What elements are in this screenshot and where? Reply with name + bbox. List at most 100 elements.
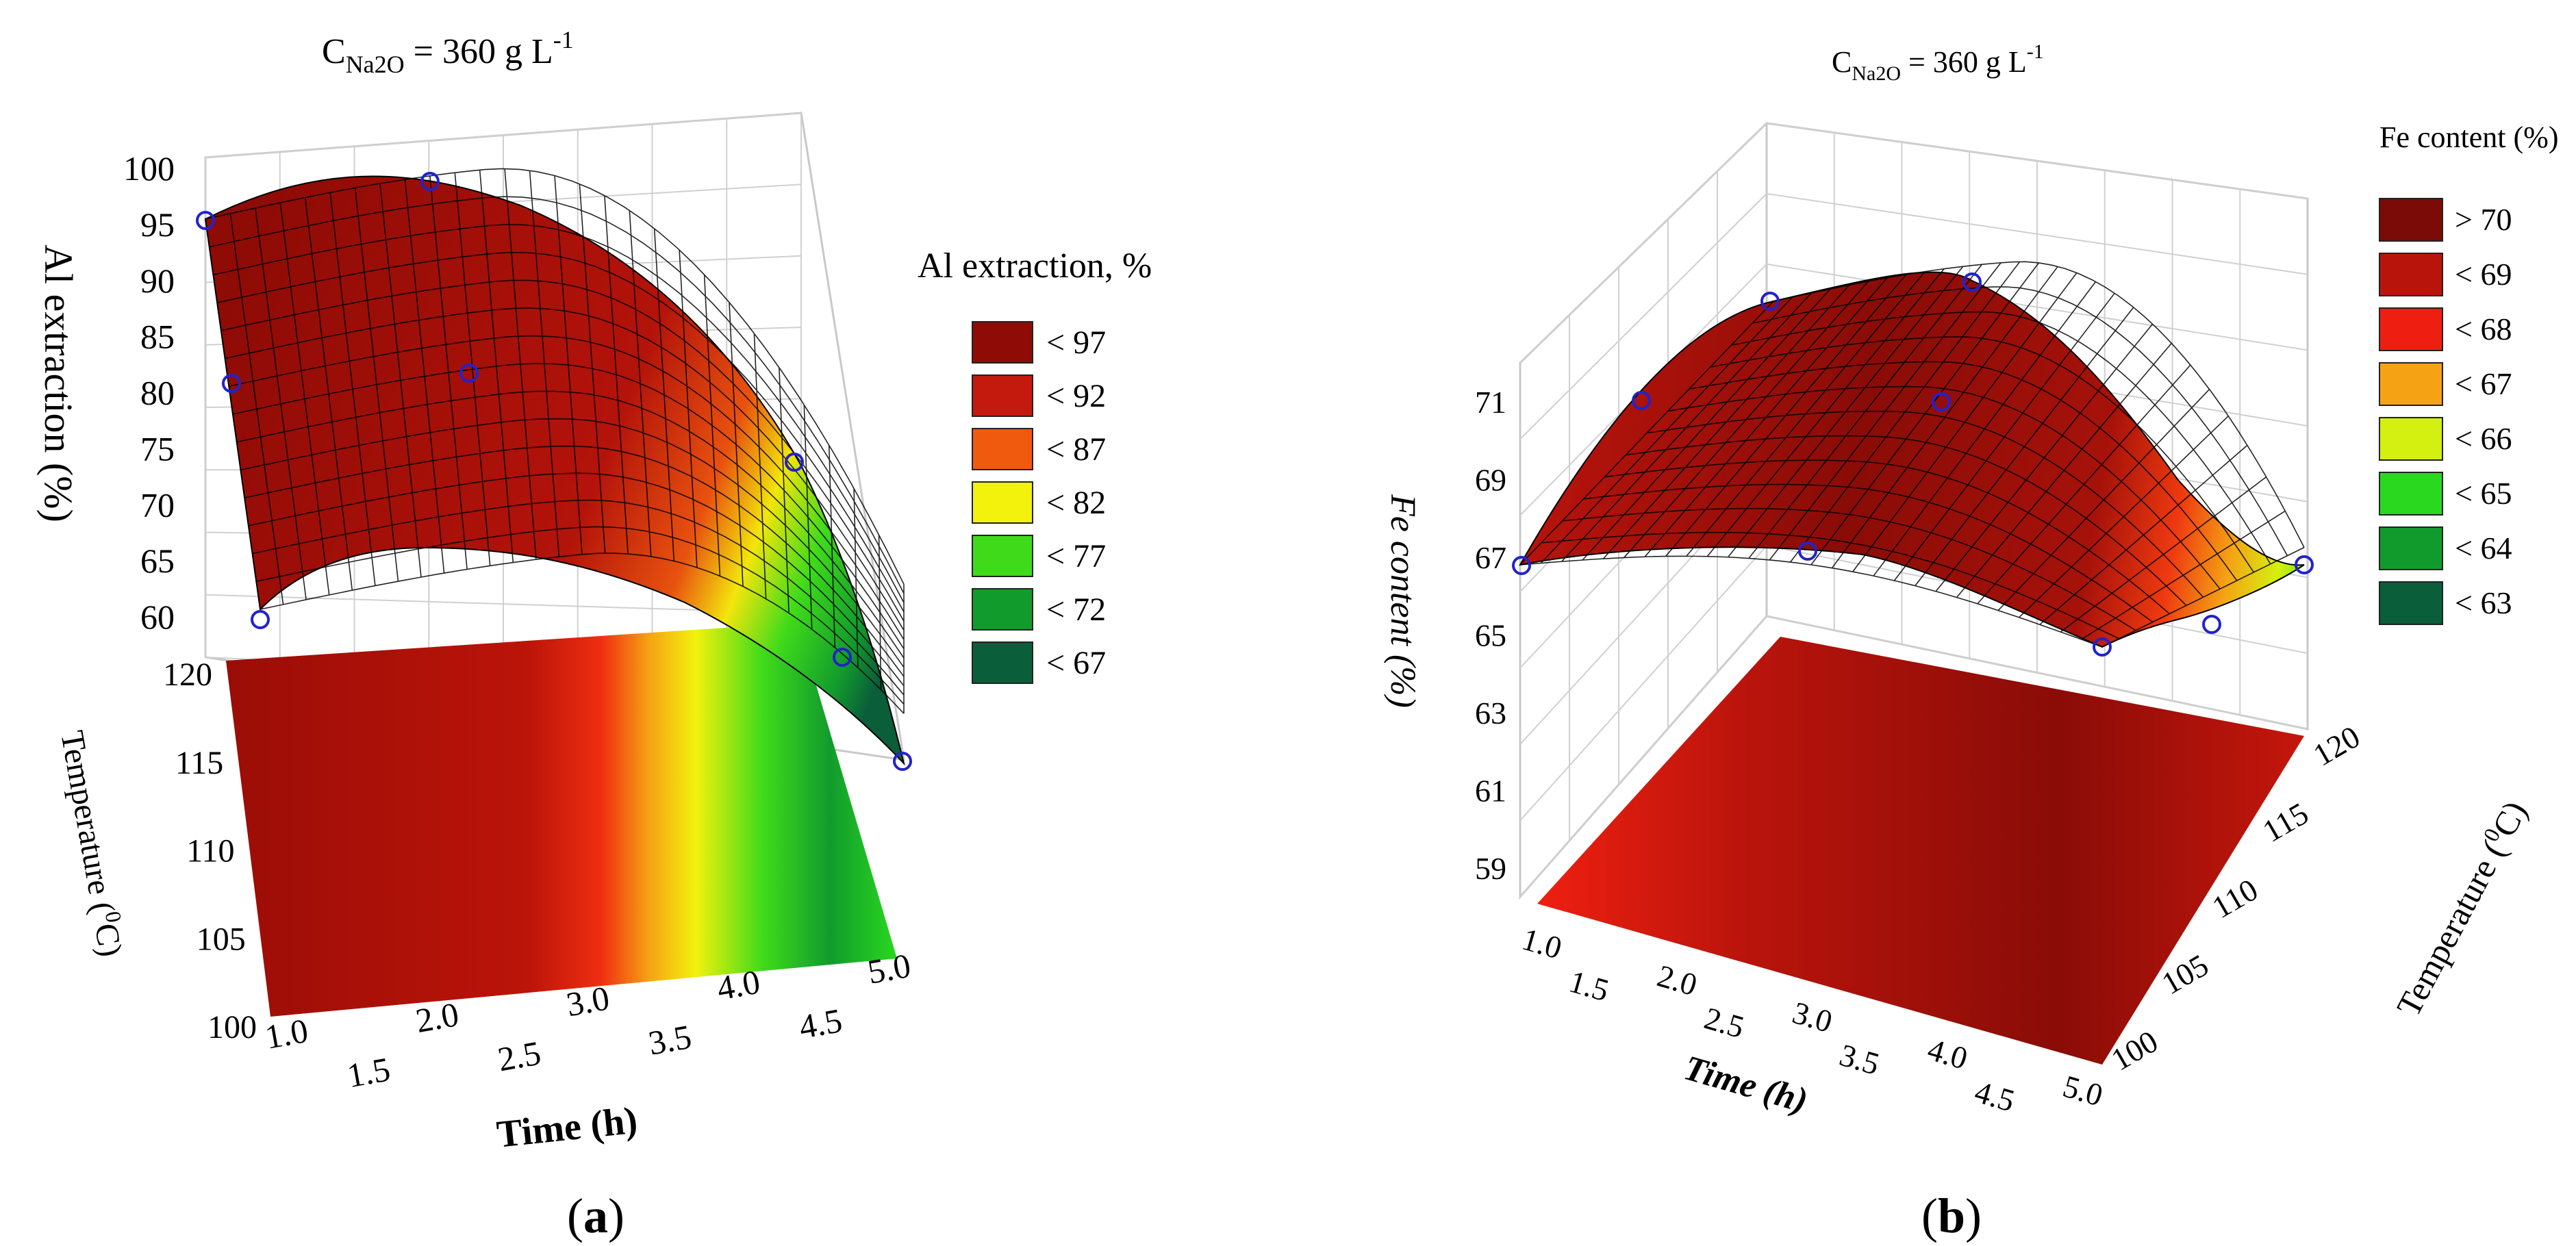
panel-a-title: CNa2O = 360 g L-1 xyxy=(322,26,574,78)
data-point xyxy=(833,648,852,667)
y-tick-label: 115 xyxy=(2257,796,2314,849)
z-tick-label: 59 xyxy=(1475,851,1506,886)
z-tick-label: 85 xyxy=(140,318,175,356)
data-point xyxy=(251,610,270,629)
legend-swatch xyxy=(2379,307,2443,351)
data-point xyxy=(2295,555,2314,574)
panel-a-legend: < 97 < 92 < 87 < 82 < 77 < 72 < 67 xyxy=(972,321,1106,684)
mesh-line xyxy=(1810,262,2040,565)
legend-swatch xyxy=(972,588,1033,631)
mesh-line xyxy=(604,195,629,555)
panel-b-label: (b) xyxy=(1921,1188,1982,1243)
mesh-line xyxy=(454,173,491,566)
legend-swatch xyxy=(972,321,1033,364)
mesh-line xyxy=(529,170,560,557)
x-tick-label: 3.5 xyxy=(646,1017,694,1063)
panel-a-label: (a) xyxy=(567,1188,624,1243)
x-tick-label: 1.5 xyxy=(1565,963,1613,1008)
panel-b-z-label: Fe content (%) xyxy=(1383,494,1422,708)
mesh-line xyxy=(1873,281,2097,576)
legend-label: < 68 xyxy=(2455,312,2512,346)
panel-a-x-label: Time (h) xyxy=(495,1099,640,1156)
y-tick-label: 110 xyxy=(186,833,234,869)
mesh-line xyxy=(1540,296,1793,564)
mesh-line xyxy=(354,188,399,582)
x-tick-label: 2.5 xyxy=(495,1033,544,1078)
x-tick-label: 3.5 xyxy=(1836,1037,1883,1082)
z-tick-label: 60 xyxy=(140,598,175,636)
mesh-line xyxy=(1789,261,2021,563)
mesh-line xyxy=(729,302,744,587)
legend-swatch xyxy=(2379,417,2443,461)
legend-swatch xyxy=(972,374,1033,417)
panel-b-title: CNa2O = 360 g L-1 xyxy=(1832,40,2044,85)
mesh-line xyxy=(703,274,721,576)
mesh-line xyxy=(2039,444,2248,625)
legend-swatch xyxy=(972,428,1033,470)
mesh-line xyxy=(229,213,284,605)
x-tick-label: 1.0 xyxy=(262,1011,311,1056)
legend-label: < 66 xyxy=(2455,421,2512,456)
z-tick-label: 75 xyxy=(140,429,175,468)
panel-a-z-label: Al extraction (%) xyxy=(36,244,81,522)
legend-label: > 70 xyxy=(2455,202,2512,237)
legend-swatch xyxy=(972,481,1033,524)
panel-a-data-points xyxy=(196,172,912,771)
mesh-line xyxy=(779,367,790,613)
mesh-line xyxy=(379,183,422,578)
legend-label: < 87 xyxy=(1046,431,1106,468)
grid-line xyxy=(1519,545,1767,822)
panel-a-legend-title: Al extraction, % xyxy=(918,246,1152,285)
legend-label: < 77 xyxy=(1046,538,1106,574)
panel-a-surface-mesh xyxy=(205,168,905,714)
mesh-line xyxy=(205,218,261,610)
z-tick-label: 67 xyxy=(1475,540,1506,575)
x-tick-label: 4.0 xyxy=(1924,1032,1971,1076)
mesh-line xyxy=(1582,288,1831,561)
panel-a-y-label: Temperature (0C) xyxy=(53,727,132,959)
data-point xyxy=(1512,556,1531,575)
mesh-line xyxy=(803,405,813,630)
x-tick-label: 5.0 xyxy=(865,946,913,991)
legend-label: < 97 xyxy=(1046,325,1106,361)
mesh-line xyxy=(1893,292,2115,581)
x-tick-label: 4.0 xyxy=(714,963,763,1008)
mesh-line xyxy=(2101,546,2305,648)
z-tick-label: 65 xyxy=(140,542,175,580)
data-point xyxy=(2202,615,2221,634)
mesh-line xyxy=(2060,476,2267,633)
y-tick-label: 100 xyxy=(207,1009,257,1045)
data-point xyxy=(420,172,440,191)
x-tick-label: 2.0 xyxy=(1654,958,1701,1002)
x-tick-label: 4.5 xyxy=(1971,1074,2018,1119)
legend-label: < 92 xyxy=(1046,378,1106,414)
z-tick-label: 69 xyxy=(1475,462,1506,497)
mesh-line xyxy=(1519,301,1774,565)
z-tick-label: 63 xyxy=(1475,696,1506,730)
data-point xyxy=(1760,292,1780,311)
panel-a-z-ticks: 60 65 70 75 80 85 90 95 100 xyxy=(123,149,175,636)
mesh-line xyxy=(853,488,859,668)
z-tick-label: 90 xyxy=(140,262,175,300)
mesh-line xyxy=(579,183,606,554)
legend-swatch xyxy=(2379,362,2443,406)
mesh-line xyxy=(878,535,882,690)
panel-a-contour-floor xyxy=(226,623,897,1017)
mesh-line xyxy=(504,168,537,560)
panel-a: CNa2O = 360 g L-1 60 65 70 75 80 85 90 95 100 Al… xyxy=(36,26,1152,1243)
z-tick-label: 70 xyxy=(140,485,175,524)
legend-swatch xyxy=(2379,472,2443,516)
mesh-line xyxy=(1727,266,1964,558)
panel-b-x-label: Time (h) xyxy=(1680,1048,1812,1121)
legend-label: < 65 xyxy=(2455,476,2512,511)
grid-line xyxy=(1519,615,1767,898)
panel-b-legend-title: Fe content (%) xyxy=(2379,120,2558,154)
panel-b-contour-floor xyxy=(1537,637,2304,1065)
mesh-line xyxy=(679,250,698,568)
legend-label: < 67 xyxy=(2455,366,2512,401)
mesh-line xyxy=(1686,271,1926,557)
legend-swatch xyxy=(2379,581,2443,625)
legend-label: < 63 xyxy=(2455,585,2512,620)
x-tick-label: 3.0 xyxy=(564,978,612,1024)
panel-b: CNa2O = 360 g L-1 59 61 63 65 67 69 71 Fe cont… xyxy=(1383,40,2558,1243)
